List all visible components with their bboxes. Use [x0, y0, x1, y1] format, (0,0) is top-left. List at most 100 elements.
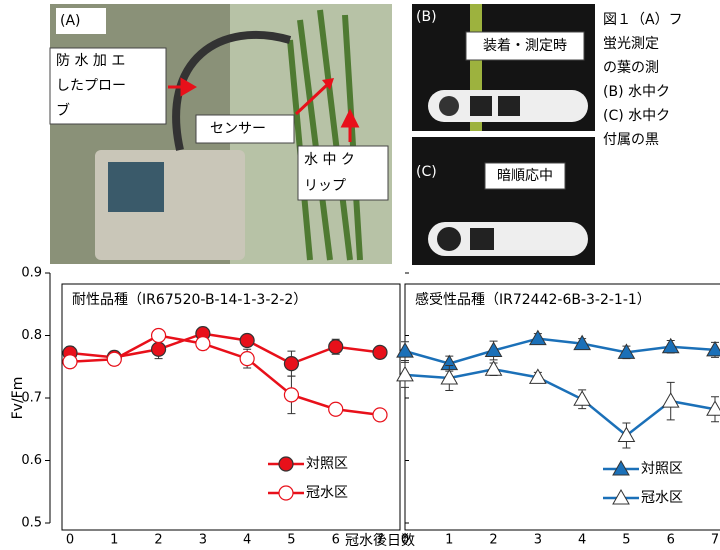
x-tick-label: 7 [711, 533, 719, 548]
x-tick-label: 0 [66, 533, 74, 548]
marker [278, 456, 294, 472]
y-axis-label: Fv/Fm [10, 377, 26, 420]
plot-frame [404, 283, 720, 531]
photo-label: (A) [60, 13, 81, 29]
marker [62, 354, 78, 370]
label-box [56, 8, 106, 34]
label-box [195, 114, 295, 144]
y-tick-label: 0.7 [21, 391, 42, 406]
caption-line: (C) 水中ク [603, 108, 670, 124]
y-tick-label: 0.5 [21, 516, 42, 531]
probe-label: 防 水 加 エ [56, 53, 125, 69]
caption-line: (B) 水中ク [603, 84, 670, 100]
plot-frame [61, 283, 401, 531]
marker [612, 488, 630, 505]
marker [372, 407, 388, 423]
photo-screen [108, 162, 164, 212]
caption: 図１（A）フ 蛍光測定 の葉の測 (B) 水中ク (C) 水中ク 付属の黒 [603, 12, 683, 148]
photo-clip-part [498, 96, 520, 116]
photo-clip [428, 222, 588, 256]
marker [396, 365, 414, 382]
marker [106, 351, 122, 367]
legend-label: 冠水区 [641, 490, 683, 506]
x-tick-label: 4 [578, 533, 586, 548]
photo-clip-part [470, 228, 494, 250]
photo-clip-part [470, 96, 492, 116]
x-tick-label: 0 [401, 533, 409, 548]
x-tick-label: 6 [667, 533, 675, 548]
caption-line: の葉の測 [603, 60, 659, 76]
x-tick-label: 3 [199, 533, 207, 548]
legend-label: 対照区 [641, 461, 683, 477]
y-tick-label: 0.6 [21, 453, 42, 468]
x-tick-label: 7 [376, 533, 384, 548]
x-tick-label: 2 [154, 533, 162, 548]
x-tick-label: 3 [534, 533, 542, 548]
clip-label: リップ [304, 178, 346, 194]
x-tick-label: 6 [332, 533, 340, 548]
photo-label: (C) [416, 164, 437, 180]
marker [706, 340, 720, 357]
series-line [69, 334, 381, 417]
x-tick-label: 1 [445, 533, 453, 548]
marker [573, 334, 592, 351]
arrow [168, 77, 197, 97]
legend-label: 対照区 [306, 456, 348, 472]
x-axis-label: 冠水後日数 [345, 533, 415, 549]
y-tick-label: 0.9 [21, 266, 42, 281]
marker [440, 368, 459, 385]
caption-line: 図１（A）フ [603, 12, 683, 28]
photo-clip-hole [439, 96, 459, 116]
marker [484, 360, 503, 376]
marker [150, 327, 167, 344]
label-box [297, 145, 389, 201]
photo-caption: 装着・測定時 [483, 38, 567, 54]
x-tick-label: 2 [489, 533, 497, 548]
arrow [340, 108, 360, 142]
marker [573, 390, 592, 406]
photo-a: (A) 防 水 加 エ したプロー ブ センサー 水 中 ク リップ [49, 4, 392, 264]
marker [528, 329, 547, 346]
marker [150, 341, 167, 357]
marker [612, 459, 630, 476]
x-tick-label: 1 [110, 533, 118, 548]
chart-title: 感受性品種（IR72442-6B-3-2-1-1） [415, 291, 651, 308]
marker [328, 339, 344, 355]
marker [239, 351, 255, 367]
marker [278, 485, 294, 501]
photo-label: (B) [416, 9, 437, 25]
x-tick-label: 5 [287, 533, 295, 548]
photo-c: (C) 暗順応中 [412, 137, 595, 265]
sensor-label: センサー [210, 121, 266, 137]
y-tick-label: 0.8 [21, 328, 42, 343]
marker [372, 344, 388, 360]
caption-line: 蛍光測定 [603, 36, 659, 52]
photo-clip-hole [437, 227, 461, 251]
marker [661, 337, 680, 354]
marker [661, 392, 680, 408]
marker [195, 336, 211, 352]
marker [528, 368, 547, 384]
marker [283, 387, 300, 403]
marker [239, 332, 255, 349]
marker [617, 343, 636, 359]
probe-label: ブ [56, 102, 70, 119]
photo-caption: 暗順応中 [497, 168, 553, 184]
photo-b: (B) 装着・測定時 [412, 4, 595, 131]
charts: 0.50.60.70.80.9Fv/Fm0 1 2 3 4 5 6 7冠水後日数耐性品種（IR… [10, 266, 720, 549]
marker [328, 401, 344, 417]
caption-line: 付属の黒 [603, 132, 659, 148]
arrow [322, 78, 334, 90]
legend-label: 冠水区 [306, 485, 348, 501]
photo-cable [172, 31, 292, 151]
marker [484, 341, 503, 357]
label-box [484, 162, 566, 190]
chart-title: 耐性品種（IR67520-B-14-1-3-2-2） [72, 292, 307, 308]
marker [706, 400, 720, 416]
marker [283, 356, 300, 372]
label-box [465, 31, 585, 61]
marker [396, 342, 414, 358]
series-line [404, 337, 716, 365]
x-tick-label: 5 [622, 533, 630, 548]
